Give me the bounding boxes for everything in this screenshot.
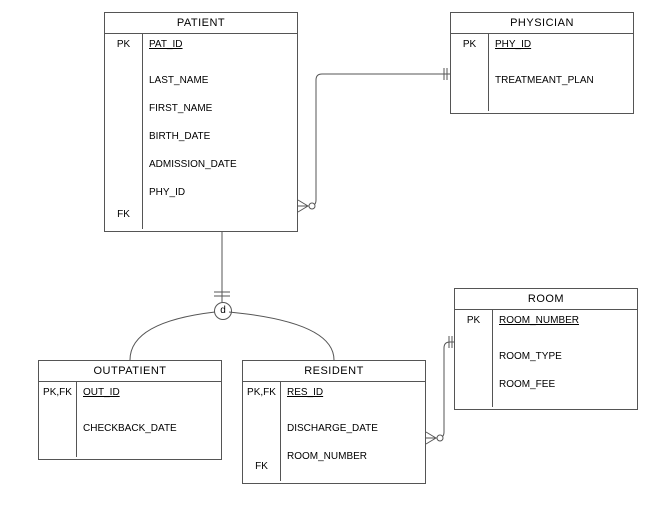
entity-patient: PATIENT PK FK PAT_ID LAST_NAME FIRST_NAM…	[104, 12, 298, 232]
connector-d-resident	[229, 312, 334, 360]
entity-title: ROOM	[455, 289, 637, 310]
attr-room-number: ROOM_NUMBER	[493, 310, 637, 332]
pk-label: PK	[455, 310, 492, 332]
bar-icon	[444, 68, 447, 80]
entity-outpatient: OUTPATIENT PK,FK OUT_ID CHECKBACK_DATE	[38, 360, 222, 460]
pk-label: PK	[451, 34, 488, 56]
crowfoot-icon	[426, 432, 436, 444]
entity-physician: PHYSICIAN PK PHY_ID TREATMEANT_PLAN	[450, 12, 634, 114]
attr-column: PHY_ID TREATMEANT_PLAN	[489, 34, 633, 111]
key-column: PK,FK FK	[243, 382, 281, 481]
attr-checkback-date: CHECKBACK_DATE	[77, 418, 221, 440]
circle-icon	[437, 435, 443, 441]
circle-icon	[309, 203, 315, 209]
attr-first-name: FIRST_NAME	[143, 98, 297, 120]
attr-column: OUT_ID CHECKBACK_DATE	[77, 382, 221, 457]
attr-treatmeant-plan: TREATMEANT_PLAN	[489, 70, 633, 92]
entity-body: PK,FK OUT_ID CHECKBACK_DATE	[39, 382, 221, 457]
attr-room-fee: ROOM_FEE	[493, 374, 637, 396]
entity-title: PHYSICIAN	[451, 13, 633, 34]
key-column: PK	[455, 310, 493, 407]
attr-room-number: ROOM_NUMBER	[281, 446, 425, 468]
key-column: PK FK	[105, 34, 143, 229]
attr-phy-id: PHY_ID	[489, 34, 633, 56]
attr-out-id: OUT_ID	[77, 382, 221, 404]
connector-patient-physician	[298, 74, 450, 206]
attr-column: PAT_ID LAST_NAME FIRST_NAME BIRTH_DATE A…	[143, 34, 297, 229]
bar-icon	[214, 292, 230, 296]
attr-column: RES_ID DISCHARGE_DATE ROOM_NUMBER	[281, 382, 425, 481]
entity-body: PK FK PAT_ID LAST_NAME FIRST_NAME BIRTH_…	[105, 34, 297, 229]
attr-column: ROOM_NUMBER ROOM_TYPE ROOM_FEE	[493, 310, 637, 407]
entity-body: PK ROOM_NUMBER ROOM_TYPE ROOM_FEE	[455, 310, 637, 407]
key-column: PK,FK	[39, 382, 77, 457]
entity-room: ROOM PK ROOM_NUMBER ROOM_TYPE ROOM_FEE	[454, 288, 638, 410]
pk-label: PK,FK	[243, 382, 280, 404]
entity-body: PK,FK FK RES_ID DISCHARGE_DATE ROOM_NUMB…	[243, 382, 425, 481]
attr-res-id: RES_ID	[281, 382, 425, 404]
connector-resident-room	[426, 342, 454, 438]
bar-icon	[449, 336, 452, 348]
key-column: PK	[451, 34, 489, 111]
entity-title: PATIENT	[105, 13, 297, 34]
pk-label: PK,FK	[39, 382, 76, 404]
attr-discharge-date: DISCHARGE_DATE	[281, 418, 425, 440]
crowfoot-icon	[298, 200, 308, 212]
attr-admission-date: ADMISSION_DATE	[143, 154, 297, 176]
fk-label: FK	[243, 456, 280, 478]
entity-title: RESIDENT	[243, 361, 425, 382]
connector-d-outpatient	[130, 312, 215, 360]
fk-label: FK	[105, 204, 142, 226]
attr-last-name: LAST_NAME	[143, 70, 297, 92]
entity-resident: RESIDENT PK,FK FK RES_ID DISCHARGE_DATE …	[242, 360, 426, 484]
entity-title: OUTPATIENT	[39, 361, 221, 382]
pk-label: PK	[105, 34, 142, 56]
inheritance-d-symbol: d	[214, 302, 232, 320]
attr-phy-id: PHY_ID	[143, 182, 297, 204]
attr-pat-id: PAT_ID	[143, 34, 297, 56]
entity-body: PK PHY_ID TREATMEANT_PLAN	[451, 34, 633, 111]
attr-room-type: ROOM_TYPE	[493, 346, 637, 368]
attr-birth-date: BIRTH_DATE	[143, 126, 297, 148]
